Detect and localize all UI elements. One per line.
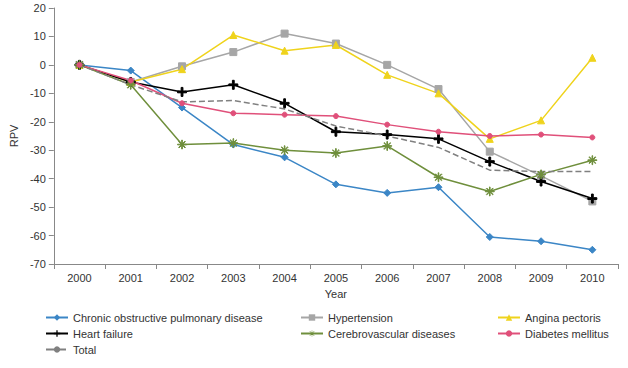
- svg-text:2010: 2010: [580, 272, 604, 284]
- svg-text:Angina pectoris: Angina pectoris: [525, 312, 601, 324]
- svg-text:-20: -20: [30, 116, 46, 128]
- svg-text:2005: 2005: [324, 272, 348, 284]
- svg-text:-70: -70: [30, 258, 46, 270]
- svg-text:-60: -60: [30, 230, 46, 242]
- svg-text:-10: -10: [30, 87, 46, 99]
- svg-text:Diabetes mellitus: Diabetes mellitus: [525, 328, 609, 340]
- svg-text:0: 0: [40, 59, 46, 71]
- svg-text:Year: Year: [325, 288, 348, 300]
- svg-text:-30: -30: [30, 144, 46, 156]
- svg-text:RPV: RPV: [8, 124, 20, 147]
- svg-text:2003: 2003: [221, 272, 245, 284]
- svg-text:-50: -50: [30, 201, 46, 213]
- svg-text:Cerebrovascular diseases: Cerebrovascular diseases: [328, 328, 456, 340]
- svg-text:2007: 2007: [426, 272, 450, 284]
- svg-text:2002: 2002: [170, 272, 194, 284]
- svg-text:2008: 2008: [478, 272, 502, 284]
- svg-text:-40: -40: [30, 173, 46, 185]
- svg-text:2001: 2001: [118, 272, 142, 284]
- svg-text:Hypertension: Hypertension: [328, 312, 393, 324]
- svg-text:2009: 2009: [529, 272, 553, 284]
- svg-text:2004: 2004: [272, 272, 296, 284]
- svg-text:10: 10: [34, 30, 46, 42]
- svg-text:Heart failure: Heart failure: [73, 328, 133, 340]
- svg-text:20: 20: [34, 2, 46, 14]
- svg-text:2000: 2000: [67, 272, 91, 284]
- svg-text:2006: 2006: [375, 272, 399, 284]
- svg-text:Chronic obstructive pulmonary: Chronic obstructive pulmonary disease: [73, 312, 263, 324]
- svg-text:Total: Total: [73, 344, 96, 356]
